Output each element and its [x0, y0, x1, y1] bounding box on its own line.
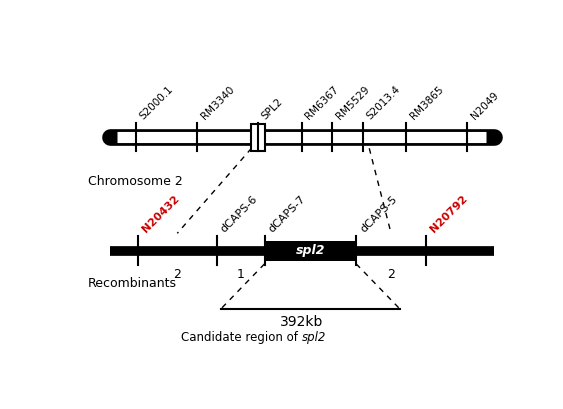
Text: spl2: spl2 [296, 244, 325, 257]
Text: S2000.1: S2000.1 [138, 84, 175, 121]
Text: dCAPS-5: dCAPS-5 [358, 194, 399, 235]
Text: RM6367: RM6367 [304, 84, 341, 121]
Text: S2013.4: S2013.4 [365, 84, 403, 121]
Text: Recombinants: Recombinants [88, 277, 177, 290]
Text: N20432: N20432 [140, 194, 181, 235]
Text: SPL2: SPL2 [260, 97, 285, 121]
Text: 2: 2 [387, 268, 395, 281]
Bar [252, 124, 265, 151]
Text: RM3340: RM3340 [199, 85, 236, 121]
Text: N2049: N2049 [470, 90, 501, 121]
Text: Chromosome 2: Chromosome 2 [88, 175, 182, 188]
Text: 1: 1 [236, 268, 244, 281]
Text: Candidate region of: Candidate region of [181, 331, 302, 344]
Text: RM3865: RM3865 [409, 84, 446, 121]
Text: dCAPS-7: dCAPS-7 [267, 194, 307, 235]
Text: 2: 2 [173, 268, 181, 281]
Text: RM5529: RM5529 [334, 84, 372, 121]
Text: 392kb: 392kb [280, 315, 323, 329]
Text: dCAPS-6: dCAPS-6 [218, 194, 260, 235]
Bar [265, 240, 356, 261]
Text: N20792: N20792 [428, 194, 469, 235]
Text: spl2: spl2 [302, 331, 326, 344]
